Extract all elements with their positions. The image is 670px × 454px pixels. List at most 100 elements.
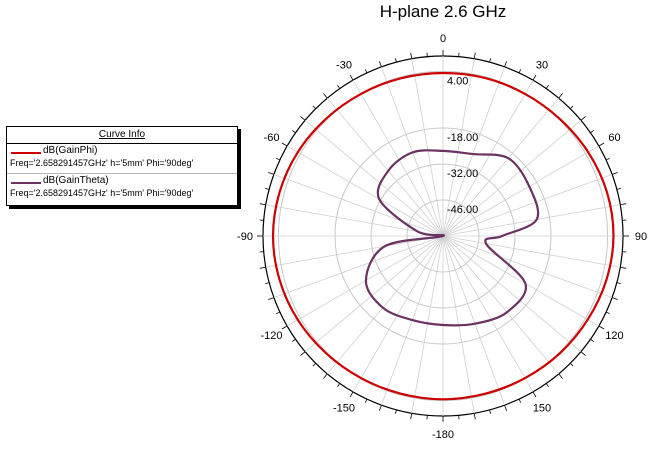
angle-tick-mark bbox=[620, 203, 627, 206]
angular-grid-spoke bbox=[326, 235, 444, 375]
angular-grid-spoke bbox=[442, 235, 613, 298]
curves bbox=[271, 71, 615, 401]
angular-grid-spoke bbox=[411, 235, 444, 414]
angular-grid-spoke bbox=[442, 66, 505, 237]
angle-tick-mark bbox=[616, 282, 621, 285]
radial-tick-label: -32.00 bbox=[447, 168, 478, 180]
angle-tick-mark bbox=[545, 383, 549, 387]
angle-tick-mark bbox=[364, 398, 368, 403]
radial-tick-labels: 4.00 -18.00 -32.00 -46.00 bbox=[447, 75, 478, 216]
angle-tick-mark bbox=[379, 61, 382, 67]
angle-tick-mark bbox=[473, 413, 476, 420]
angle-tick-mark bbox=[312, 362, 317, 367]
angle-tick-mark bbox=[281, 325, 288, 330]
angular-grid-spoke bbox=[352, 79, 444, 237]
angle-tick-mark bbox=[612, 297, 618, 300]
legend-swatch-gainphi bbox=[11, 152, 41, 154]
angle-tick-label: 150 bbox=[533, 402, 551, 414]
angle-tick-mark bbox=[605, 311, 610, 315]
angle-tick-mark bbox=[292, 338, 296, 342]
angular-grid-spoke bbox=[304, 235, 444, 353]
angular-grid-spoke bbox=[265, 235, 444, 268]
angle-tick-mark bbox=[620, 266, 627, 269]
angle-tick-mark bbox=[268, 172, 274, 175]
polar-grid bbox=[257, 50, 629, 422]
angle-tick-mark bbox=[612, 172, 618, 175]
angular-grid-spoke bbox=[411, 58, 444, 237]
angular-grid-spoke bbox=[442, 235, 621, 268]
angle-tick-labels: 0 30 60 90 120 150 -180 -150 -120 -90 -60 -30 bbox=[237, 33, 647, 441]
angle-tick-mark bbox=[337, 383, 341, 387]
angle-tick-mark bbox=[580, 351, 586, 356]
angle-tick-mark bbox=[276, 311, 281, 315]
legend-name-gaintheta: dB(GainTheta) bbox=[43, 175, 109, 186]
angular-grid-spoke bbox=[304, 119, 444, 237]
angle-tick-mark bbox=[265, 282, 270, 285]
angle-tick-mark bbox=[504, 61, 507, 67]
angle-tick-mark bbox=[276, 157, 281, 161]
angle-tick-mark bbox=[300, 116, 306, 121]
angle-tick-mark bbox=[489, 58, 492, 63]
angle-tick-mark bbox=[590, 338, 594, 342]
radial-tick-label: -46.00 bbox=[447, 204, 478, 216]
angular-grid-spoke bbox=[442, 235, 600, 327]
angular-grid-spoke bbox=[265, 204, 444, 237]
angle-tick-mark bbox=[364, 69, 368, 74]
angular-grid-spoke bbox=[442, 174, 613, 237]
angular-grid-spoke bbox=[352, 235, 444, 393]
angular-grid-spoke bbox=[442, 235, 534, 393]
radial-tick-label: 4.00 bbox=[447, 75, 468, 87]
angle-tick-mark bbox=[337, 85, 341, 89]
angle-tick-mark bbox=[489, 409, 492, 414]
chart-title: H-plane 2.6 GHz bbox=[380, 2, 507, 21]
angular-grid-spoke bbox=[442, 204, 621, 237]
angle-tick-label: -120 bbox=[261, 330, 283, 342]
angle-tick-label: -150 bbox=[333, 402, 355, 414]
angular-grid-spoke bbox=[442, 58, 475, 237]
angle-tick-label: -180 bbox=[432, 429, 454, 441]
legend-entry-gaintheta[interactable]: dB(GainTheta) Freq='2.658291457GHz' h='5… bbox=[7, 174, 237, 204]
legend-desc-gainphi: Freq='2.658291457GHz' h='5mm' Phi='90deg… bbox=[10, 158, 194, 168]
angle-tick-mark bbox=[605, 157, 610, 161]
angle-tick-mark bbox=[473, 52, 476, 59]
radial-tick-label: -18.00 bbox=[447, 132, 478, 144]
angle-tick-mark bbox=[268, 297, 274, 300]
angle-tick-label: -90 bbox=[237, 231, 253, 243]
angle-tick-mark bbox=[323, 373, 328, 379]
angle-tick-mark bbox=[569, 105, 574, 110]
curve-info-legend: Curve Info dB(GainPhi) Freq='2.658291457… bbox=[6, 126, 238, 206]
angle-tick-mark bbox=[545, 85, 549, 89]
angle-tick-mark bbox=[323, 93, 328, 99]
angle-tick-mark bbox=[616, 187, 621, 190]
angle-tick-label: 60 bbox=[608, 132, 620, 144]
angular-grid-spoke bbox=[442, 79, 534, 237]
angle-tick-mark bbox=[598, 325, 605, 330]
angle-tick-mark bbox=[259, 266, 266, 269]
angle-tick-mark bbox=[518, 398, 522, 403]
angular-grid-spoke bbox=[442, 97, 560, 237]
angle-tick-mark bbox=[265, 187, 270, 190]
angle-tick-mark bbox=[558, 373, 563, 379]
angle-tick-mark bbox=[349, 74, 354, 81]
angle-tick-label: -60 bbox=[264, 132, 280, 144]
angle-tick-mark bbox=[558, 93, 563, 99]
angle-tick-mark bbox=[410, 52, 413, 59]
angular-grid-spoke bbox=[326, 97, 444, 237]
angular-grid-spoke bbox=[286, 145, 444, 237]
angular-grid-spoke bbox=[442, 235, 560, 375]
angular-grid-spoke bbox=[442, 235, 505, 406]
angle-tick-mark bbox=[518, 69, 522, 74]
angle-tick-mark bbox=[292, 130, 296, 134]
angular-grid-spoke bbox=[442, 235, 582, 353]
legend-entry-gainphi[interactable]: dB(GainPhi) Freq='2.658291457GHz' h='5mm… bbox=[7, 144, 237, 174]
legend-title: Curve Info bbox=[7, 127, 237, 144]
angle-tick-mark bbox=[300, 351, 306, 356]
angular-grid-spoke bbox=[442, 119, 582, 237]
angle-tick-label: 90 bbox=[635, 231, 647, 243]
legend-name-gainphi: dB(GainPhi) bbox=[43, 145, 98, 156]
angular-grid-spoke bbox=[273, 174, 444, 237]
angle-tick-label: 0 bbox=[440, 33, 446, 45]
angle-tick-mark bbox=[281, 142, 288, 147]
legend-desc-gaintheta: Freq='2.658291457GHz' h='5mm' Phi='90deg… bbox=[10, 188, 194, 198]
